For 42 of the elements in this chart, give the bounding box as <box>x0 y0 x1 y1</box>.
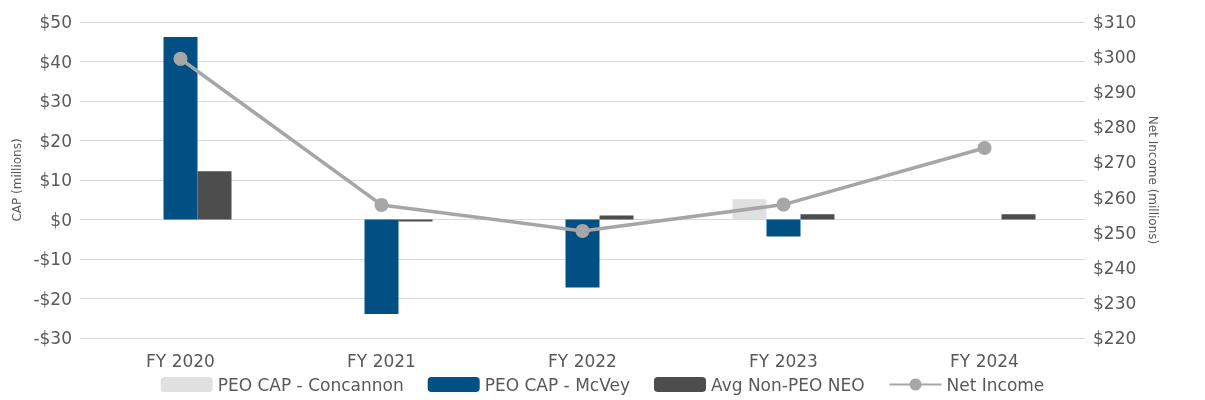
point <box>173 51 188 66</box>
y2-axis-title: Net Income (millions) <box>1146 115 1161 245</box>
x-tick-label: FY 2022 <box>548 350 617 371</box>
point <box>575 223 590 238</box>
y-tick-label: $20 <box>39 130 72 151</box>
y-tick-label: $10 <box>39 170 72 190</box>
legend-label: PEO CAP - McVey <box>484 374 631 395</box>
y-tick-label: $50 <box>39 12 72 32</box>
bar <box>599 215 634 220</box>
y-axis-title: CAP (millions) <box>9 138 24 222</box>
y2-tick-label: $280 <box>1093 117 1137 138</box>
y-tick-label: -$10 <box>33 249 72 269</box>
bar <box>197 171 232 220</box>
y-tick-label: $30 <box>39 91 72 111</box>
y-tick-label: $40 <box>39 51 72 72</box>
x-tick-label: FY 2020 <box>146 350 215 371</box>
bar <box>163 37 198 220</box>
y2-tick-label: $310 <box>1093 12 1137 32</box>
bar <box>1001 214 1036 220</box>
y-tick-label: -$20 <box>33 288 72 309</box>
x-tick-label: FY 2023 <box>749 350 818 371</box>
y-tick-label: -$30 <box>33 328 72 348</box>
legend-label: PEO CAP - Concannon <box>217 374 404 395</box>
y-tick-label: $0 <box>50 209 72 230</box>
y2-tick-label: $270 <box>1093 152 1137 173</box>
point <box>977 141 992 156</box>
legend-label: Avg Non-PEO NEO <box>710 374 865 395</box>
y2-tick-label: $250 <box>1093 222 1137 243</box>
y2-tick-label: $300 <box>1093 47 1137 68</box>
y2-tick-label: $290 <box>1093 82 1137 103</box>
point <box>374 197 389 212</box>
y2-tick-label: $230 <box>1093 292 1137 313</box>
y2-tick-label: $220 <box>1093 328 1137 348</box>
y2-tick-label: $240 <box>1093 257 1137 278</box>
y2-tick-label: $260 <box>1093 187 1137 208</box>
x-tick-label: FY 2024 <box>950 350 1019 371</box>
bar <box>766 219 801 237</box>
legend-label: Net Income <box>946 374 1045 395</box>
point <box>776 197 791 212</box>
x-tick-label: FY 2021 <box>347 350 416 371</box>
bar <box>800 214 835 220</box>
bar <box>364 219 399 314</box>
